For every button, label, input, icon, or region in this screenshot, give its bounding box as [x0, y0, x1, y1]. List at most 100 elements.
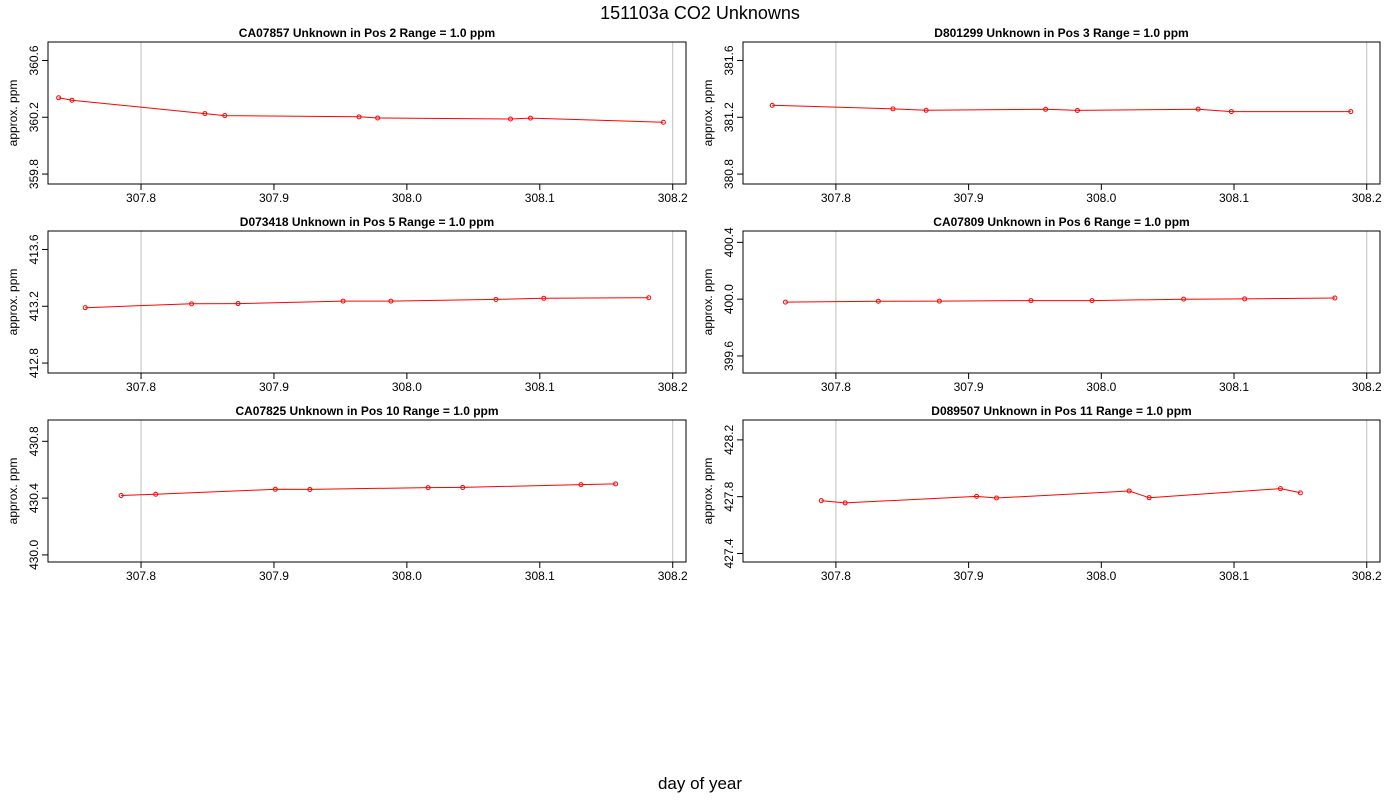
y-tick-label: 413.6 [27, 234, 41, 264]
x-tick-label: 308.2 [658, 380, 688, 394]
data-point [842, 500, 848, 506]
data-point [356, 114, 362, 120]
data-point [1181, 296, 1187, 302]
chart-panel-3: D073418 Unknown in Pos 5 Range = 1.0 ppm… [6, 215, 688, 394]
y-tick-label: 360.6 [27, 45, 41, 75]
y-tick-label: 427.4 [722, 538, 736, 568]
x-tick-label: 307.9 [259, 569, 289, 583]
data-point [1348, 109, 1354, 115]
x-tick-label: 307.8 [126, 380, 156, 394]
data-point [69, 97, 75, 103]
data-point [1228, 109, 1234, 115]
y-tick-label: 430.4 [27, 483, 41, 513]
plot-frame [47, 419, 687, 563]
y-axis-label: approx. ppm [701, 80, 715, 147]
y-tick-label: 427.8 [722, 481, 736, 511]
data-point [1146, 495, 1152, 501]
y-tick-label: 400.0 [722, 284, 736, 314]
y-axis-label: approx. ppm [6, 269, 20, 336]
data-point [1089, 298, 1095, 304]
x-tick-label: 308.0 [392, 569, 422, 583]
chart-panel-1: CA07857 Unknown in Pos 2 Range = 1.0 ppm… [6, 26, 688, 205]
x-tick-label: 307.9 [954, 569, 984, 583]
plot-frame [47, 41, 687, 185]
panel-title: CA07825 Unknown in Pos 10 Range = 1.0 pp… [235, 404, 498, 418]
data-point [1297, 490, 1303, 496]
chart-panel-5: CA07825 Unknown in Pos 10 Range = 1.0 pp… [6, 404, 688, 583]
x-tick-label: 308.1 [525, 380, 555, 394]
y-tick-label: 359.8 [27, 159, 41, 189]
data-point [1277, 486, 1283, 492]
series-line [121, 483, 616, 496]
data-point [222, 113, 228, 119]
x-tick-label: 308.2 [1352, 569, 1382, 583]
data-point [82, 305, 88, 311]
data-point [936, 298, 942, 304]
data-point [660, 119, 666, 125]
series-line [58, 97, 664, 123]
x-tick-label: 308.0 [392, 191, 422, 205]
data-point [613, 481, 619, 487]
data-point [782, 299, 788, 305]
y-tick-label: 381.2 [722, 102, 736, 132]
chart-panel-6: D089507 Unknown in Pos 11 Range = 1.0 pp… [701, 404, 1382, 583]
x-tick-label: 307.9 [259, 191, 289, 205]
panel-title: D801299 Unknown in Pos 3 Range = 1.0 ppm [934, 26, 1188, 40]
data-point [1028, 298, 1034, 304]
data-point [375, 115, 381, 121]
data-point [974, 493, 980, 499]
data-point [508, 116, 514, 122]
series-line [821, 488, 1301, 504]
data-point [1126, 488, 1132, 494]
x-tick-label: 308.0 [1086, 191, 1116, 205]
data-point [1074, 107, 1080, 113]
x-tick-label: 307.9 [954, 191, 984, 205]
y-tick-label: 413.2 [27, 291, 41, 321]
plot-frame [742, 41, 1381, 185]
x-tick-label: 307.8 [821, 191, 851, 205]
data-point [578, 482, 584, 488]
y-tick-label: 380.8 [722, 159, 736, 189]
chart-main-title: 151103a CO2 Unknowns [600, 3, 800, 23]
y-tick-label: 428.2 [722, 425, 736, 455]
data-point [1043, 106, 1049, 112]
data-point [272, 486, 278, 492]
chart-panel-2: D801299 Unknown in Pos 3 Range = 1.0 ppm… [701, 26, 1382, 205]
data-point [493, 296, 499, 302]
y-tick-label: 430.0 [27, 540, 41, 570]
x-tick-label: 308.1 [1219, 569, 1249, 583]
data-point [1332, 295, 1338, 301]
series-line [785, 297, 1335, 303]
series-line [772, 104, 1351, 113]
y-tick-label: 360.2 [27, 102, 41, 132]
x-tick-label: 307.9 [259, 380, 289, 394]
plot-frame [742, 419, 1381, 563]
data-point [425, 485, 431, 491]
data-point [307, 486, 313, 492]
data-point [1195, 106, 1201, 112]
data-point [235, 301, 241, 307]
x-tick-label: 307.8 [126, 191, 156, 205]
x-tick-label: 307.8 [126, 569, 156, 583]
x-tick-label: 307.8 [821, 380, 851, 394]
y-axis-label: approx. ppm [701, 269, 715, 336]
x-tick-label: 308.0 [392, 380, 422, 394]
series-line [85, 297, 649, 309]
data-point [923, 107, 929, 113]
y-tick-label: 412.8 [27, 348, 41, 378]
panel-title: CA07857 Unknown in Pos 2 Range = 1.0 ppm [239, 26, 495, 40]
data-point [769, 102, 775, 108]
data-point [56, 95, 62, 101]
x-axis-label: day of year [657, 774, 743, 793]
x-tick-label: 308.2 [658, 191, 688, 205]
y-tick-label: 430.8 [27, 426, 41, 456]
data-point [460, 484, 466, 490]
x-tick-label: 307.9 [954, 380, 984, 394]
panel-title: D089507 Unknown in Pos 11 Range = 1.0 pp… [931, 404, 1191, 418]
y-tick-label: 381.6 [722, 45, 736, 75]
x-tick-label: 308.2 [1352, 380, 1382, 394]
x-tick-label: 308.2 [658, 569, 688, 583]
panel-title: CA07809 Unknown in Pos 6 Range = 1.0 ppm [933, 215, 1189, 229]
data-point [527, 115, 533, 121]
